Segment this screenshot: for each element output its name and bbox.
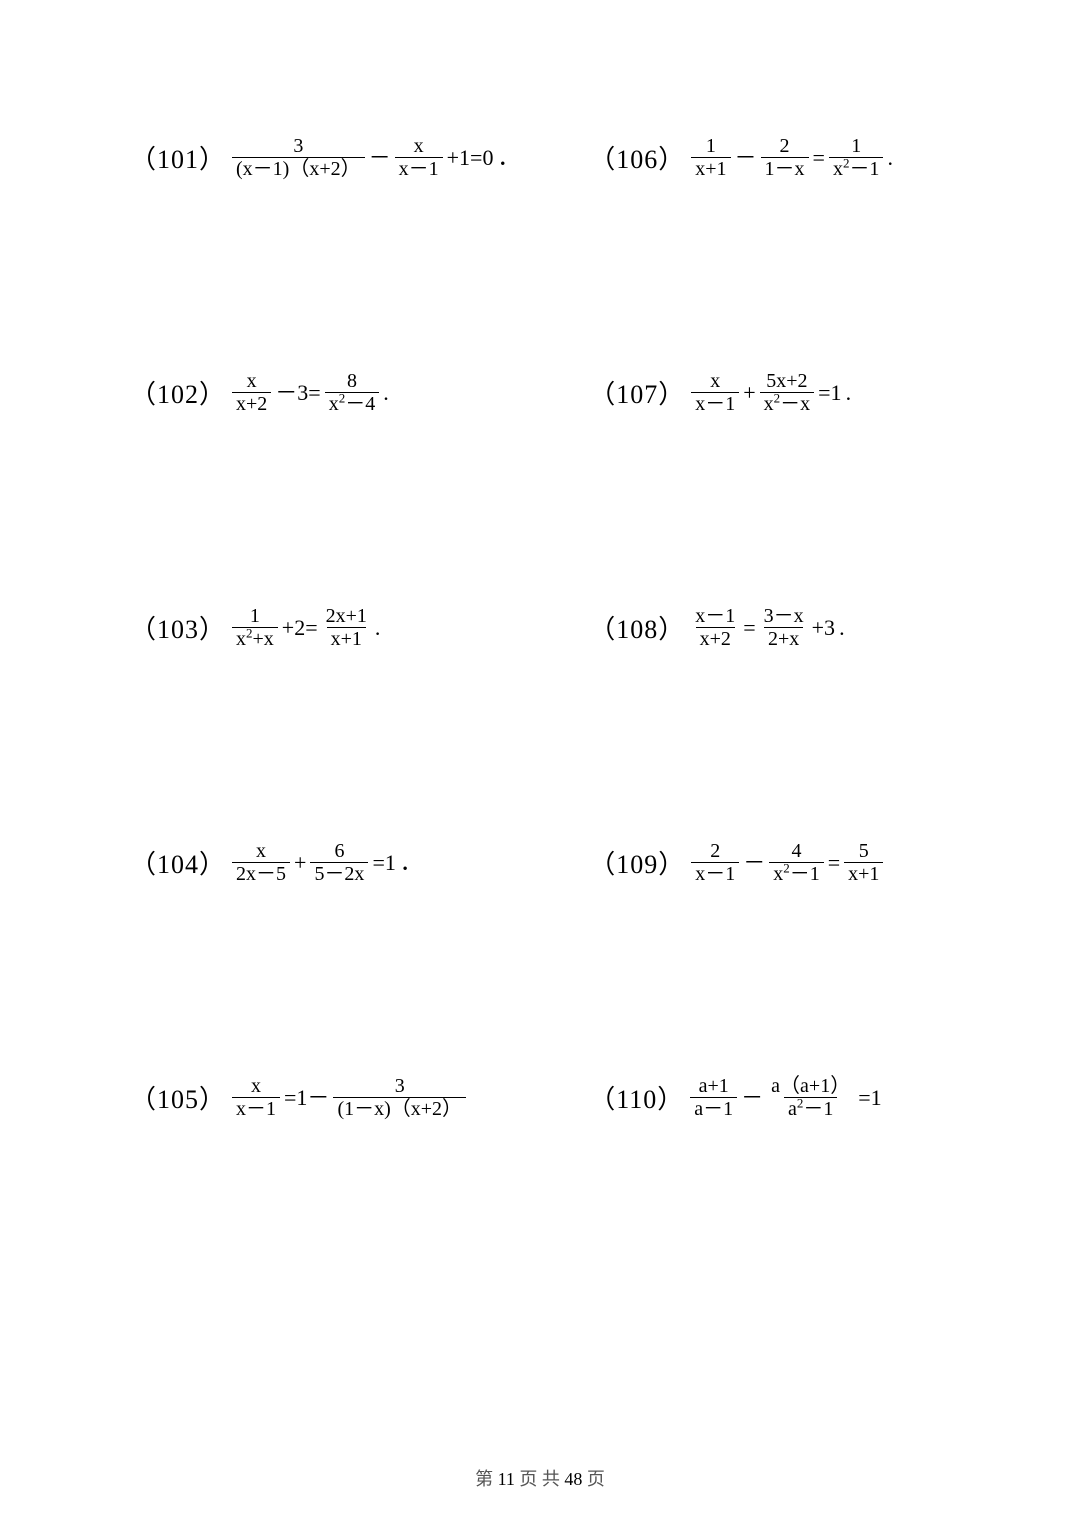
problem-107: （107） x x－1 + 5x+2 x2－x =1 .: [589, 370, 980, 415]
fraction: 4 x2－1: [769, 840, 824, 885]
problem-101: （101） 3 (x－1)（x+2） － x x－1 +1=0 ．: [130, 135, 589, 180]
fraction: 1 x+1: [691, 135, 730, 180]
problem-number: （108）: [589, 609, 685, 646]
page-footer: 第 11 页 共 48 页: [0, 1465, 1080, 1491]
fraction: 2 x－1: [691, 840, 739, 885]
equation: x－1 x+2 = 3－x 2+x +3 .: [689, 605, 844, 650]
fraction: x x－1: [395, 135, 443, 180]
equation: x x－1 =1－ 3 (1－x)（x+2）: [230, 1075, 468, 1120]
fraction: 1 x2+x: [232, 605, 278, 650]
equation: 2 x－1 － 4 x2－1 = 5 x+1: [689, 840, 885, 885]
page: （101） 3 (x－1)（x+2） － x x－1 +1=0 ． （106: [0, 0, 1080, 1527]
footer-mid: 页 共: [515, 1469, 565, 1489]
problem-number: （107）: [589, 374, 685, 411]
equation: x x－1 + 5x+2 x2－x =1 .: [689, 370, 851, 415]
fraction: x x－1: [232, 1075, 280, 1120]
problem-number: （110）: [589, 1079, 684, 1116]
fraction: 3 (x－1)（x+2）: [232, 135, 365, 180]
row-5: （105） x x－1 =1－ 3 (1－x)（x+2） （110）: [130, 1075, 980, 1120]
fraction: 3 (1－x)（x+2）: [333, 1075, 466, 1120]
fraction: 2 1－x: [761, 135, 809, 180]
problem-number: （103）: [130, 609, 226, 646]
problem-110: （110） a+1 a－1 － a（a+1） a2－1 =1: [589, 1075, 980, 1120]
row-1: （101） 3 (x－1)（x+2） － x x－1 +1=0 ． （106: [130, 135, 980, 180]
fraction: x－1 x+2: [691, 605, 739, 650]
fraction: x x－1: [691, 370, 739, 415]
problem-number: （106）: [589, 139, 685, 176]
equation: 3 (x－1)（x+2） － x x－1 +1=0 ．: [230, 135, 519, 180]
row-3: （103） 1 x2+x +2= 2x+1 x+1 . （108）: [130, 605, 980, 650]
footer-suffix: 页: [582, 1469, 605, 1489]
problem-number: （105）: [130, 1079, 226, 1116]
problem-grid: （101） 3 (x－1)（x+2） － x x－1 +1=0 ． （106: [130, 135, 980, 1120]
equation: x x+2 －3= 8 x2－4 .: [230, 370, 389, 415]
fraction: 2x+1 x+1: [322, 605, 371, 650]
problem-109: （109） 2 x－1 － 4 x2－1 = 5 x+1: [589, 840, 980, 885]
problem-105: （105） x x－1 =1－ 3 (1－x)（x+2）: [130, 1075, 589, 1120]
fraction: x 2x－5: [232, 840, 290, 885]
fraction: a（a+1） a2－1: [767, 1075, 854, 1120]
problem-number: （104）: [130, 844, 226, 881]
problem-number: （109）: [589, 844, 685, 881]
fraction: 6 5－2x: [310, 840, 368, 885]
problem-108: （108） x－1 x+2 = 3－x 2+x +3 .: [589, 605, 980, 650]
page-current: 11: [498, 1469, 515, 1489]
fraction: 5x+2 x2－x: [760, 370, 815, 415]
problem-103: （103） 1 x2+x +2= 2x+1 x+1 .: [130, 605, 589, 650]
row-2: （102） x x+2 －3= 8 x2－4 . （107）: [130, 370, 980, 415]
problem-102: （102） x x+2 －3= 8 x2－4 .: [130, 370, 589, 415]
fraction: 3－x 2+x: [760, 605, 808, 650]
equation: a+1 a－1 － a（a+1） a2－1 =1: [688, 1075, 883, 1120]
equation: 1 x2+x +2= 2x+1 x+1 .: [230, 605, 380, 650]
problem-104: （104） x 2x－5 + 6 5－2x =1 ．: [130, 840, 589, 885]
fraction: 8 x2－4: [325, 370, 380, 415]
fraction: 1 x2－1: [829, 135, 884, 180]
equation: x 2x－5 + 6 5－2x =1 ．: [230, 840, 422, 885]
fraction: a+1 a－1: [690, 1075, 737, 1120]
problem-number: （102）: [130, 374, 226, 411]
row-4: （104） x 2x－5 + 6 5－2x =1 ． （109）: [130, 840, 980, 885]
equation: 1 x+1 － 2 1－x = 1 x2－1 .: [689, 135, 893, 180]
fraction: x x+2: [232, 370, 271, 415]
page-total: 48: [564, 1469, 582, 1489]
fraction: 5 x+1: [844, 840, 883, 885]
problem-number: （101）: [130, 139, 226, 176]
footer-prefix: 第: [475, 1469, 498, 1489]
problem-106: （106） 1 x+1 － 2 1－x = 1 x2－1: [589, 135, 980, 180]
